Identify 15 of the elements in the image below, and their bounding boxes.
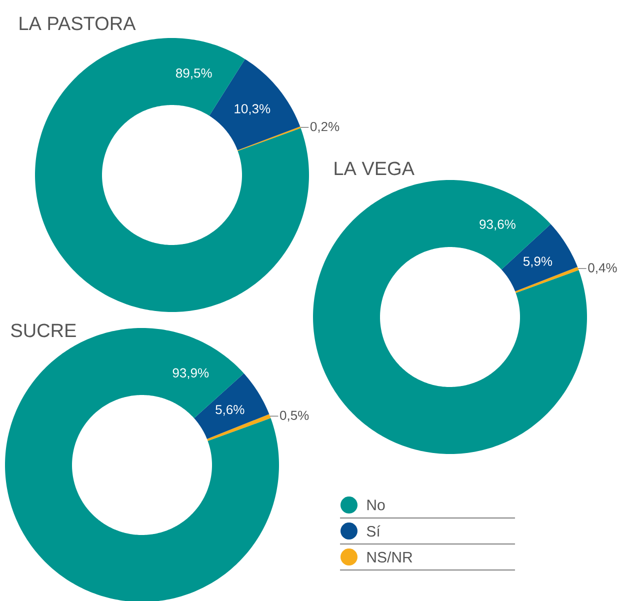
data-label: 93,6% — [480, 220, 516, 230]
chart-title: LA VEGA — [334, 162, 414, 176]
data-label: 89,5% — [176, 68, 212, 80]
data-label: 0,5% — [280, 410, 309, 422]
chart-title: SUCRE — [11, 324, 76, 338]
data-label: 0,2% — [310, 122, 340, 133]
data-label: 10,3% — [234, 104, 270, 115]
legend-label: Sí — [366, 525, 380, 537]
chart-title: LA PASTORA — [20, 16, 136, 30]
data-label: 0,4% — [588, 263, 617, 274]
data-label: 5,6% — [216, 404, 244, 416]
data-label: 93,9% — [172, 368, 209, 380]
legend-label: No — [367, 500, 385, 510]
legend-label: NS/NR — [367, 551, 412, 563]
data-label: 5,9% — [523, 256, 552, 268]
